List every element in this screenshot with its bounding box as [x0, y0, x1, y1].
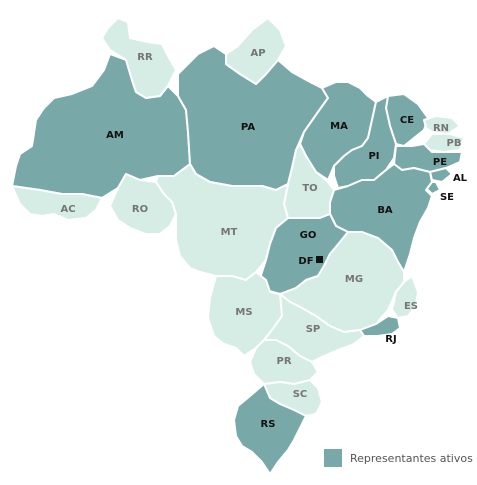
state-region-rs[interactable]	[233, 383, 307, 475]
state-label-sc: SC	[293, 389, 308, 400]
state-label-ac: AC	[60, 204, 75, 215]
legend-swatch-active	[324, 449, 342, 467]
state-label-rs: RS	[261, 419, 276, 430]
state-label-df: DF	[298, 256, 313, 267]
df-marker-icon[interactable]	[316, 256, 323, 263]
state-label-rr: RR	[137, 52, 153, 63]
state-region-rn[interactable]	[423, 115, 461, 135]
state-label-go: GO	[300, 230, 317, 241]
state-label-al: AL	[453, 173, 468, 184]
state-label-pr: PR	[276, 356, 291, 367]
state-region-es[interactable]	[391, 275, 419, 319]
state-label-ma: MA	[330, 121, 348, 132]
state-label-ap: AP	[250, 48, 265, 59]
state-label-ms: MS	[235, 307, 252, 318]
state-label-pe: PE	[433, 157, 447, 168]
state-label-rj: RJ	[385, 334, 396, 345]
state-region-ap[interactable]	[225, 17, 287, 85]
state-label-pi: PI	[368, 151, 379, 162]
state-label-ce: CE	[400, 115, 414, 126]
state-label-to: TO	[302, 183, 317, 194]
state-label-es: ES	[404, 301, 418, 312]
state-label-pa: PA	[241, 122, 255, 133]
legend-label: Representantes ativos	[350, 451, 473, 465]
legend: Representantes ativos	[324, 449, 473, 467]
state-label-sp: SP	[306, 324, 321, 335]
state-label-am: AM	[106, 130, 124, 141]
state-region-rr[interactable]	[101, 17, 177, 99]
state-label-ro: RO	[132, 204, 148, 215]
state-label-mt: MT	[221, 227, 238, 238]
state-label-ba: BA	[377, 205, 393, 216]
state-label-rn: RN	[433, 123, 449, 134]
state-label-se: SE	[440, 192, 454, 203]
state-label-mg: MG	[345, 274, 363, 285]
state-label-pb: PB	[447, 138, 462, 149]
state-region-ac[interactable]	[11, 185, 103, 221]
